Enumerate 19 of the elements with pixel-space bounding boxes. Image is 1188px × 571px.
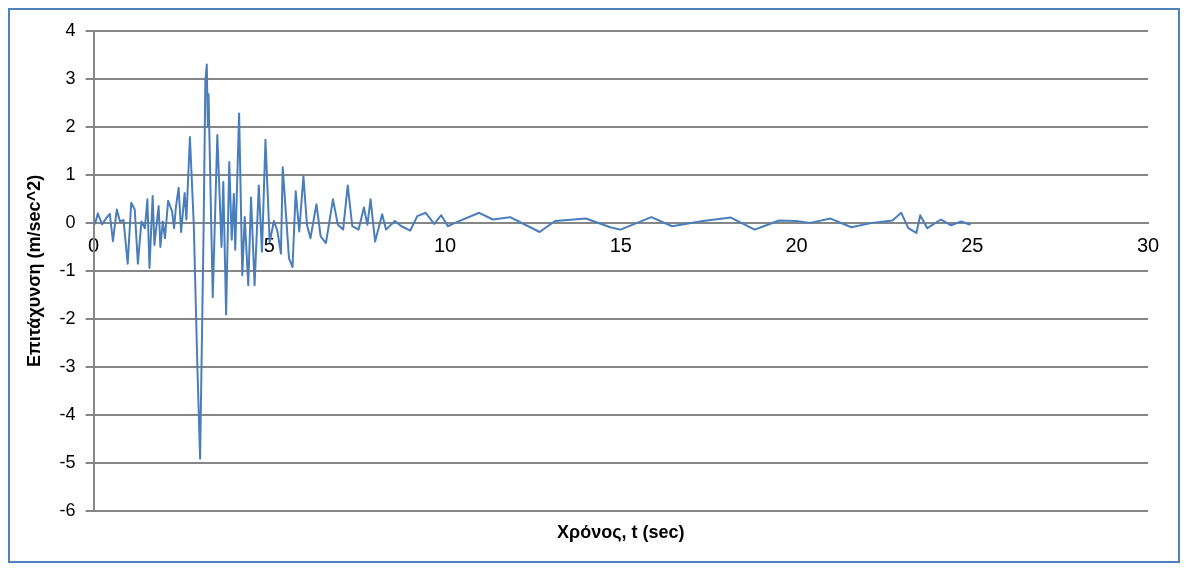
y-tick-label: -6 bbox=[59, 499, 76, 520]
y-tick-label: 1 bbox=[65, 163, 76, 184]
x-axis-title: Χρόνος, t (sec) bbox=[557, 521, 685, 542]
y-tick-label: -1 bbox=[59, 259, 76, 280]
y-tick-label: -3 bbox=[59, 355, 76, 376]
x-tick-label: 25 bbox=[961, 234, 984, 257]
x-tick-label: 30 bbox=[1136, 234, 1160, 257]
y-tick-label: 2 bbox=[65, 115, 76, 136]
y-tick-label: 3 bbox=[65, 67, 76, 88]
y-tick-label: -2 bbox=[59, 307, 76, 328]
x-tick-label: 15 bbox=[609, 234, 632, 257]
y-axis-title: Επιτάχυνση (m/sec^2) bbox=[23, 174, 44, 367]
x-tick-label: 20 bbox=[785, 234, 808, 257]
y-tick-label: -5 bbox=[59, 451, 76, 472]
x-tick-label: 10 bbox=[433, 234, 457, 257]
y-tick-label: 0 bbox=[65, 211, 76, 232]
y-tick-label: 4 bbox=[65, 19, 76, 40]
x-tick-label: 5 bbox=[263, 234, 275, 257]
y-tick-label: -4 bbox=[59, 403, 76, 424]
